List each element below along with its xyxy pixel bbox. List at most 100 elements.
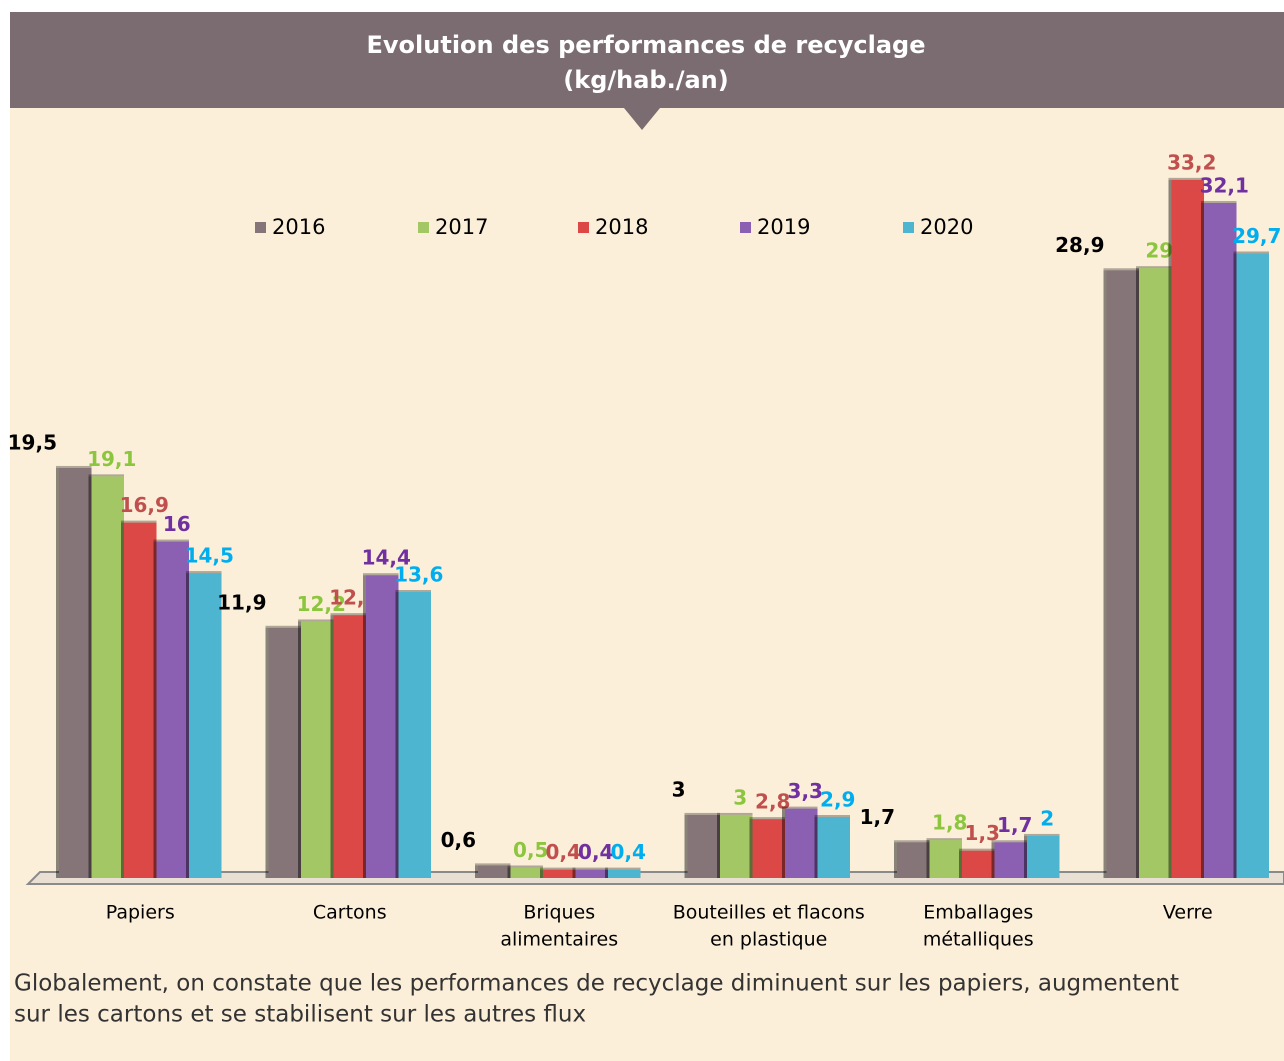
value-label: 0,5 <box>513 838 548 862</box>
bar-shade <box>814 817 818 878</box>
bar-top <box>1233 251 1269 254</box>
bar-shade <box>186 573 189 878</box>
legend-swatch <box>418 222 429 233</box>
bar <box>301 621 334 878</box>
bar-shade <box>363 575 366 878</box>
bar-shade <box>395 592 399 878</box>
x-tick-label: Bouteilles et flacons <box>673 902 865 924</box>
bar <box>91 476 124 878</box>
bar-top <box>684 812 720 815</box>
bar-top <box>572 867 608 870</box>
bar-shade <box>1024 835 1027 878</box>
x-tick-label: métalliques <box>923 929 1034 951</box>
value-label: 19,5 <box>8 430 57 454</box>
bar-top <box>605 867 641 870</box>
bar <box>994 842 1027 878</box>
value-label: 0,4 <box>578 840 613 864</box>
bar <box>478 865 511 878</box>
value-label: 0,6 <box>441 828 476 852</box>
legend-label: 2016 <box>272 215 325 239</box>
value-label: 13,6 <box>394 563 443 587</box>
bar-shade <box>1233 253 1237 879</box>
bar-top <box>56 465 92 468</box>
value-label: 12,2 <box>297 592 346 616</box>
bar-shade <box>749 819 753 878</box>
bar-top <box>991 840 1027 843</box>
bar-shade <box>298 621 301 878</box>
bar-top <box>926 838 962 841</box>
bar <box>189 573 222 878</box>
value-label: 11,9 <box>217 590 266 614</box>
bar-shade <box>1136 268 1139 879</box>
bar <box>124 522 157 878</box>
x-tick-label: Briques <box>523 902 595 924</box>
x-tick-label: en plastique <box>710 929 827 951</box>
legend-swatch <box>578 222 589 233</box>
bar-shade <box>153 541 157 878</box>
bar-top <box>749 817 785 820</box>
x-tick-label: Emballages <box>923 902 1033 924</box>
value-label: 16,9 <box>120 493 169 517</box>
bar-top <box>395 590 431 593</box>
value-label: 16 <box>163 512 191 536</box>
value-label: 2,9 <box>820 788 855 812</box>
bar-top <box>1103 268 1139 271</box>
value-label: 2,8 <box>755 790 790 814</box>
bar-top <box>1168 177 1204 180</box>
bar-shade <box>1103 270 1107 878</box>
bar <box>1139 268 1172 879</box>
legend-label: 2020 <box>920 215 973 239</box>
bar-shade <box>572 869 576 878</box>
bar-shade <box>605 869 608 878</box>
value-label: 1,3 <box>965 821 1000 845</box>
legend-label: 2017 <box>435 215 488 239</box>
bar <box>1204 202 1237 879</box>
value-label: 29,7 <box>1232 224 1281 248</box>
bar-shade <box>959 850 962 878</box>
bar-shade <box>88 476 92 878</box>
value-label: 0,4 <box>611 840 646 864</box>
bar <box>687 814 720 878</box>
bar <box>1106 270 1139 878</box>
bar-shade <box>717 814 720 878</box>
bar-shade <box>1168 179 1172 878</box>
bar-shade <box>991 842 995 878</box>
value-label: 19,1 <box>87 447 136 471</box>
bar-shade <box>475 865 478 878</box>
bar-top <box>330 613 366 616</box>
value-label: 14,5 <box>185 544 234 568</box>
bar-shade <box>684 814 688 878</box>
bar <box>59 467 92 878</box>
value-label: 2 <box>1040 806 1054 830</box>
bar-shade <box>894 842 897 878</box>
bar-top <box>959 848 995 851</box>
bar <box>817 817 850 878</box>
bar-top <box>507 865 543 868</box>
bar <box>1236 253 1269 879</box>
bar <box>897 842 930 878</box>
bar <box>575 869 608 878</box>
bar <box>510 867 543 878</box>
bar-shade <box>1201 202 1204 879</box>
bar <box>720 814 753 878</box>
bar-shade <box>265 627 269 878</box>
bar <box>1171 179 1204 878</box>
bar-top <box>814 815 850 818</box>
value-label: 1,7 <box>997 813 1032 837</box>
bar-top <box>153 539 189 542</box>
legend-label: 2019 <box>757 215 810 239</box>
bar-top <box>363 573 399 576</box>
x-tick-label: Papiers <box>106 902 175 924</box>
x-tick-label: Verre <box>1163 902 1213 924</box>
bar-top <box>88 474 124 477</box>
bar <box>785 808 818 878</box>
bar-top <box>265 625 301 628</box>
bar <box>962 850 995 878</box>
bar <box>608 869 641 878</box>
legend-label: 2018 <box>595 215 648 239</box>
chart-subtitle: (kg/hab./an) <box>563 66 728 94</box>
note: sur les cartons et se stabilisent sur le… <box>14 1002 586 1028</box>
bar-top <box>298 619 334 622</box>
